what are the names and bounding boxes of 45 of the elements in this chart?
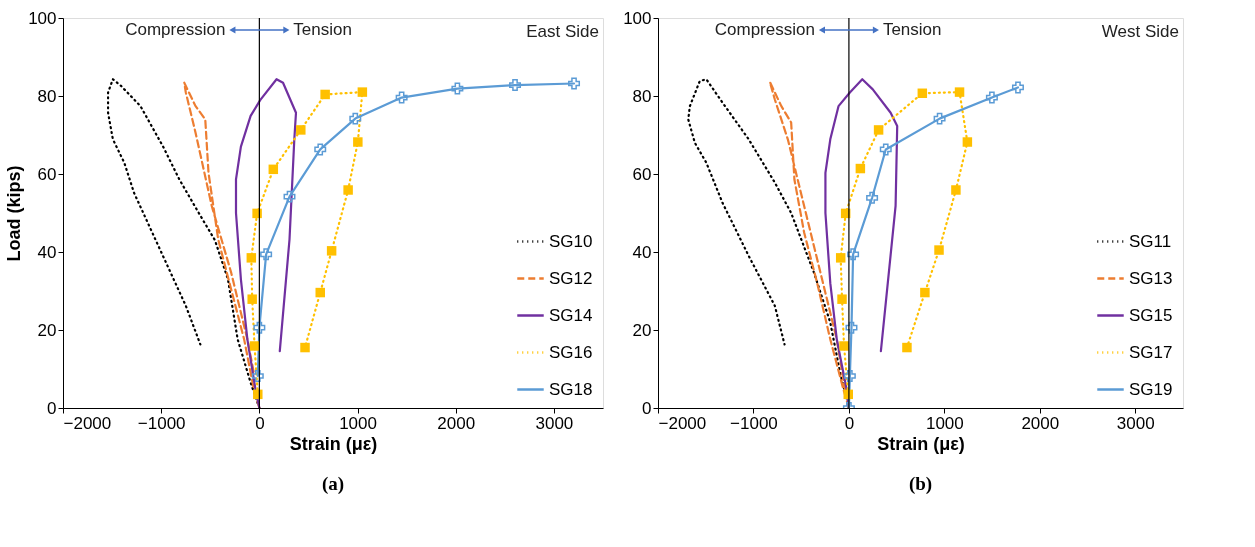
legend-label: SG16 [549, 342, 593, 362]
y-tick-label: 60 [632, 164, 652, 184]
legend-label: SG11 [1129, 231, 1172, 251]
x-tick-label: 1000 [339, 413, 377, 433]
x-tick-label: 0 [844, 413, 855, 433]
legend-label: SG17 [1129, 342, 1173, 362]
x-tick-label: 3000 [535, 413, 574, 433]
legend-label: SG13 [1129, 268, 1173, 288]
x-tick-label: 2000 [437, 413, 476, 433]
y-tick-label: 80 [632, 86, 652, 106]
legend-label: SG10 [549, 231, 593, 251]
x-tick-label: 0 [255, 413, 265, 433]
y-tick-label: 0 [642, 398, 652, 418]
y-tick-label: 0 [47, 398, 57, 418]
y-tick-label: 40 [632, 242, 652, 262]
legend-label: SG15 [1129, 305, 1173, 325]
x-tick-label: −2000 [658, 413, 707, 433]
x-tick-label: −1000 [730, 413, 778, 433]
x-tick-label: −1000 [137, 413, 186, 433]
annotation: Compression [125, 20, 226, 39]
y-tick-label: 20 [37, 320, 57, 340]
legend-label: SG19 [1129, 379, 1173, 399]
y-tick-label: 100 [623, 8, 652, 28]
annotation: Compression [714, 20, 815, 39]
x-axis-title: Strain (με) [877, 433, 965, 454]
x-axis-title: Strain (με) [289, 433, 378, 454]
x-tick-label: −2000 [63, 413, 112, 433]
x-tick-label: 2000 [1021, 413, 1060, 433]
annotation: East Side [526, 22, 599, 41]
x-tick-label: 3000 [1116, 413, 1155, 433]
annotation: Tension [293, 20, 352, 39]
y-tick-label: 60 [37, 164, 57, 184]
legend-label: SG14 [549, 305, 593, 325]
y-tick-label: 40 [37, 242, 57, 262]
legend-label: SG12 [549, 268, 593, 288]
text: (a) [321, 473, 345, 495]
annotation: Tension [882, 20, 942, 39]
y-tick-label: 100 [28, 8, 57, 28]
y-axis-title: Load (kips) [4, 165, 25, 262]
x-tick-label: 1000 [925, 413, 964, 433]
y-tick-label: 20 [632, 320, 652, 340]
annotation: West Side [1101, 22, 1179, 41]
y-tick-label: 80 [37, 86, 57, 106]
legend-label: SG18 [549, 379, 593, 399]
text: (b) [908, 473, 933, 495]
